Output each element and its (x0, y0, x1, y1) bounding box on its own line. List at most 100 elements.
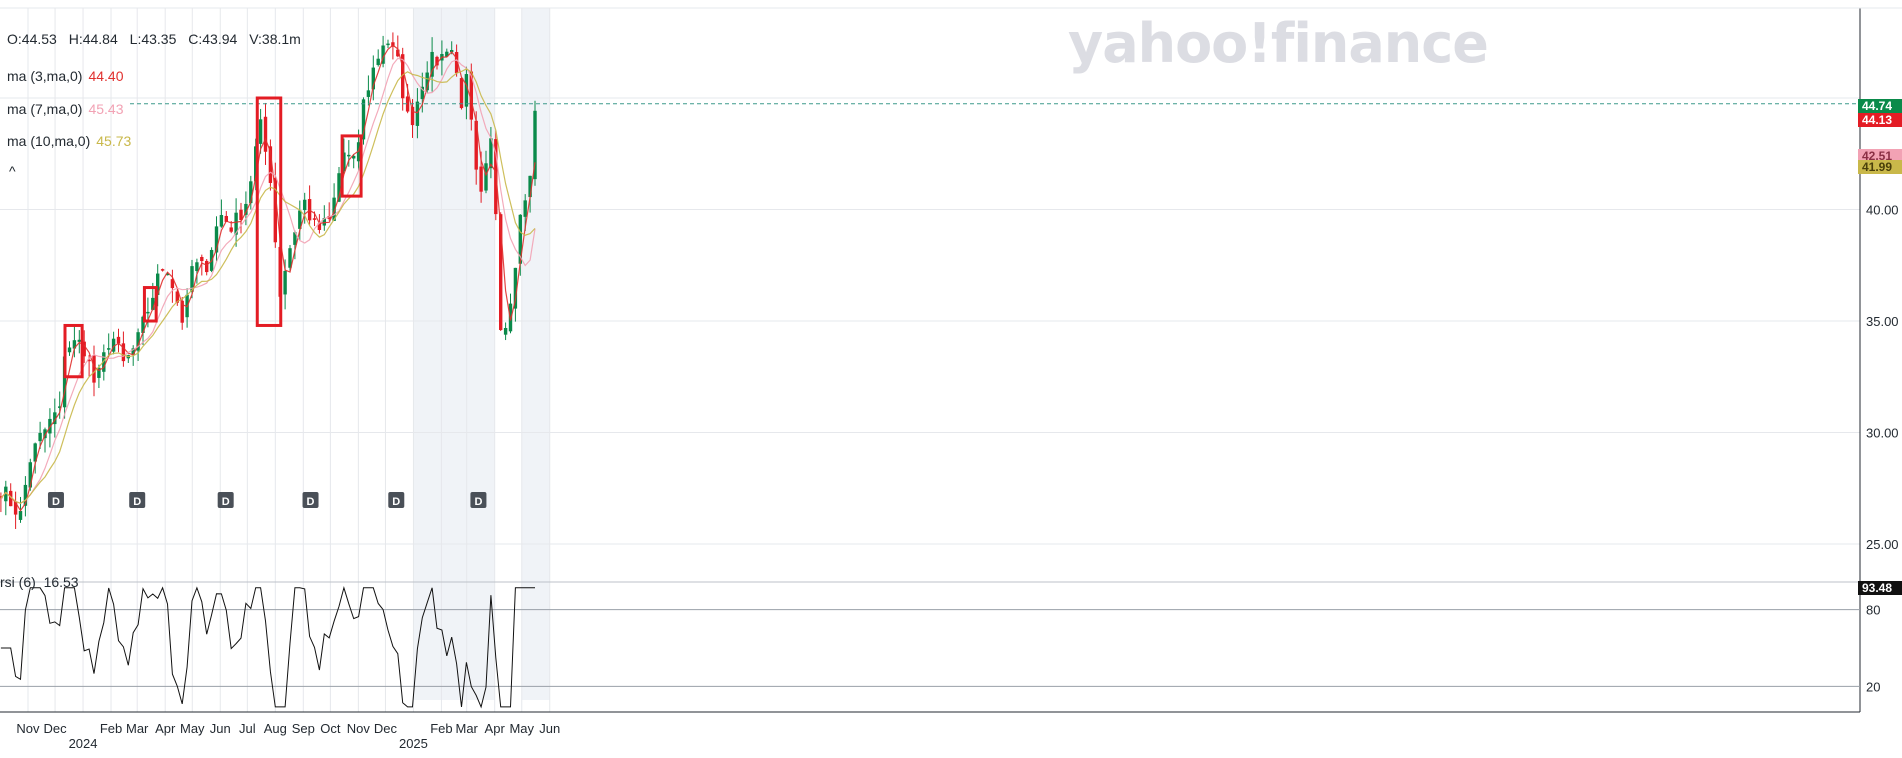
candle-body (92, 355, 96, 383)
candle-body (4, 486, 8, 502)
candle-body (219, 214, 224, 227)
candle-body (381, 45, 385, 64)
candle-body (141, 316, 145, 333)
candle-body (342, 152, 346, 172)
candle-body (87, 359, 91, 362)
ma7-legend[interactable]: ma (7,ma,0) 45.43 (7, 101, 124, 117)
candle-body (386, 43, 390, 46)
month-tick-label: Oct (320, 721, 341, 736)
candle-body (136, 332, 140, 351)
ma10-value: 45.73 (96, 133, 132, 149)
candle-body (474, 120, 478, 170)
rsi-value: 16.53 (43, 574, 79, 590)
highlight-box-2 (255, 96, 283, 327)
price-tag-rsi: 93.48 (1858, 581, 1902, 595)
candle-body (425, 72, 429, 91)
candle-body (293, 232, 297, 245)
month-tick-label: May (509, 721, 534, 736)
candle-body (303, 199, 307, 211)
month-tick-label: Feb (430, 721, 452, 736)
candle-body (366, 90, 371, 97)
candle-body (62, 356, 67, 408)
candle-body (371, 67, 376, 90)
candle-body (288, 248, 292, 268)
month-tick-label: Sep (292, 721, 315, 736)
ma3-line (0, 44, 536, 512)
candle-body (43, 429, 47, 439)
high-value: H:44.84 (68, 31, 118, 47)
candle-body (82, 341, 86, 357)
candle-body (268, 146, 273, 183)
rsi-legend[interactable]: rsi (6) 16.53 (0, 574, 79, 590)
candle-body (263, 116, 268, 152)
candle-body (156, 273, 160, 295)
candle-body (361, 99, 366, 140)
ma10-label: ma (10,ma,0) (7, 133, 91, 149)
month-tick-label: Jun (210, 721, 231, 736)
ma7-line (0, 57, 536, 504)
candle-body (356, 142, 361, 162)
candle-body (528, 175, 532, 198)
candle-body (131, 348, 135, 355)
month-tick-label: May (180, 721, 205, 736)
candle-body (420, 86, 425, 100)
candle-body (322, 218, 327, 226)
candle-body (454, 51, 459, 74)
price-tick-label: 35.00 (1866, 314, 1899, 329)
month-tick-label: Apr (155, 721, 176, 736)
month-tick-label: Feb (100, 721, 122, 736)
candle-body (258, 119, 263, 144)
candle-body (523, 200, 527, 217)
candle-body (175, 291, 180, 303)
candle-body (28, 462, 33, 488)
ma10-legend[interactable]: ma (10,ma,0) 45.73 (7, 133, 131, 149)
collapse-legend-button[interactable]: ^ (9, 163, 16, 179)
candle-body (273, 177, 278, 243)
candle-body (180, 300, 184, 323)
candle-body (405, 96, 410, 112)
candle-body (533, 110, 537, 180)
dividend-marker-label: D (52, 496, 60, 508)
low-value: L:43.35 (129, 31, 177, 47)
rsi-tick-label: 80 (1866, 603, 1880, 618)
candle-body (239, 209, 243, 221)
dividend-marker (388, 492, 405, 508)
candle-body (13, 501, 18, 515)
candle-body (111, 338, 116, 352)
candle-body (214, 226, 219, 253)
candle-body (244, 203, 248, 215)
candle-body (410, 106, 415, 126)
ohlc-readout: O:44.53 H:44.84 L:43.35 C:43.94 V:38.1m (7, 31, 309, 47)
candle-body (170, 279, 175, 289)
year-tick-label: 2024 (69, 736, 98, 751)
candle-body (224, 215, 229, 222)
candle-body (72, 340, 77, 349)
candle-body (376, 58, 380, 65)
rsi-tick-label: 20 (1866, 679, 1880, 694)
ma10-line (0, 68, 536, 504)
ma3-legend[interactable]: ma (3,ma,0) 44.40 (7, 68, 124, 84)
candle-body (317, 223, 322, 230)
price-tag-ma10: 41.99 (1858, 160, 1902, 174)
rsi-line (0, 585, 535, 709)
candle-body (518, 214, 523, 264)
dividend-marker (47, 492, 64, 508)
price-tag-ma7: 42.51 (1858, 149, 1902, 163)
candle-body (499, 214, 503, 330)
dividend-marker-label: D (222, 496, 230, 508)
candle-body (234, 212, 238, 235)
candle-body (489, 138, 493, 169)
dividend-marker (217, 492, 234, 508)
month-tick-label: Jun (539, 721, 560, 736)
candle-body (107, 348, 111, 350)
yahoo-finance-watermark: yahoo!finance (1068, 12, 1489, 75)
candle-body (195, 262, 199, 272)
ma7-value: 45.43 (88, 101, 124, 117)
candle-body (23, 484, 28, 506)
candle-body (479, 166, 483, 192)
price-tick-label: 40.00 (1866, 203, 1899, 218)
candle-body (58, 406, 62, 408)
month-tick-label: Apr (485, 721, 506, 736)
